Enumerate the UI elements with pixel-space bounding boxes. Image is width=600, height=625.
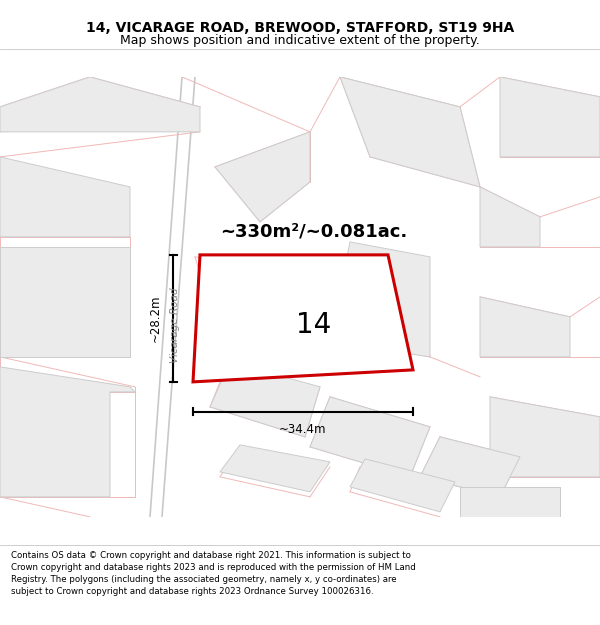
- Polygon shape: [0, 77, 200, 132]
- Polygon shape: [0, 367, 135, 497]
- Polygon shape: [480, 187, 540, 247]
- Text: 14: 14: [296, 311, 331, 339]
- Polygon shape: [420, 437, 520, 497]
- Polygon shape: [330, 242, 430, 357]
- Polygon shape: [340, 77, 480, 187]
- Polygon shape: [215, 132, 310, 222]
- Polygon shape: [460, 487, 560, 517]
- Text: Map shows position and indicative extent of the property.: Map shows position and indicative extent…: [120, 34, 480, 47]
- Polygon shape: [310, 397, 430, 477]
- Text: 14, VICARAGE ROAD, BREWOOD, STAFFORD, ST19 9HA: 14, VICARAGE ROAD, BREWOOD, STAFFORD, ST…: [86, 21, 514, 35]
- Text: ~34.4m: ~34.4m: [279, 423, 327, 436]
- Polygon shape: [490, 397, 600, 477]
- Polygon shape: [480, 297, 570, 357]
- Text: ~330m²/~0.081ac.: ~330m²/~0.081ac.: [220, 223, 407, 241]
- Polygon shape: [0, 247, 130, 357]
- Polygon shape: [0, 157, 130, 237]
- Polygon shape: [210, 362, 320, 437]
- Text: ~28.2m: ~28.2m: [149, 294, 161, 342]
- Polygon shape: [500, 77, 600, 157]
- Polygon shape: [350, 459, 455, 512]
- Text: Contains OS data © Crown copyright and database right 2021. This information is : Contains OS data © Crown copyright and d…: [11, 551, 416, 596]
- Polygon shape: [220, 445, 330, 492]
- Text: Vicarage Road: Vicarage Road: [170, 287, 180, 362]
- Polygon shape: [193, 255, 413, 382]
